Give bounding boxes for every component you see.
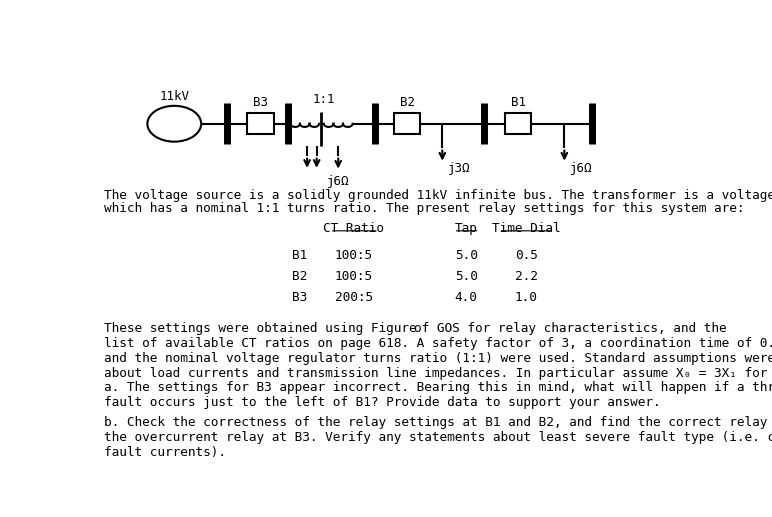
Text: 11kV: 11kV bbox=[159, 89, 189, 103]
Bar bbox=[505, 113, 531, 134]
Text: 4.0: 4.0 bbox=[455, 291, 478, 303]
Text: which has a nominal 1:1 turns ratio. The present relay settings for this system : which has a nominal 1:1 turns ratio. The… bbox=[103, 202, 744, 215]
Text: B2: B2 bbox=[400, 96, 415, 110]
Bar bbox=[394, 113, 420, 134]
Text: and the nominal voltage regulator turns ratio (1:1) were used. Standard assumpti: and the nominal voltage regulator turns … bbox=[103, 352, 772, 365]
Text: j6Ω: j6Ω bbox=[327, 175, 350, 189]
Text: The voltage source is a solidly grounded 11kV infinite bus. The transformer is a: The voltage source is a solidly grounded… bbox=[103, 189, 772, 203]
Text: B3: B3 bbox=[293, 291, 307, 303]
Text: of GOS for relay characteristics, and the: of GOS for relay characteristics, and th… bbox=[414, 322, 726, 334]
Text: 1.0: 1.0 bbox=[515, 291, 537, 303]
Text: Time Dial: Time Dial bbox=[492, 222, 560, 235]
Text: B2: B2 bbox=[293, 270, 307, 283]
Text: CT Ratio: CT Ratio bbox=[323, 222, 384, 235]
Text: j6Ω: j6Ω bbox=[571, 161, 593, 175]
Text: 2.2: 2.2 bbox=[515, 270, 537, 283]
Text: b. Check the correctness of the relay settings at B1 and B2, and find the correc: b. Check the correctness of the relay se… bbox=[103, 416, 772, 429]
Text: 100:5: 100:5 bbox=[335, 270, 373, 283]
Text: B1: B1 bbox=[293, 249, 307, 262]
Text: j3Ω: j3Ω bbox=[449, 161, 471, 175]
Text: the overcurrent relay at B3. Verify any statements about least severe fault type: the overcurrent relay at B3. Verify any … bbox=[103, 431, 772, 444]
Text: 5.0: 5.0 bbox=[455, 270, 478, 283]
Text: 1:1: 1:1 bbox=[313, 93, 335, 106]
Text: These settings were obtained using Figure: These settings were obtained using Figur… bbox=[103, 322, 416, 334]
Text: fault occurs just to the left of B1? Provide data to support your answer.: fault occurs just to the left of B1? Pro… bbox=[103, 397, 660, 409]
Text: Tap: Tap bbox=[455, 222, 478, 235]
Text: 100:5: 100:5 bbox=[335, 249, 373, 262]
Bar bbox=[247, 113, 273, 134]
Text: B1: B1 bbox=[511, 96, 526, 110]
Text: about load currents and transmission line impedances. In particular assume X₀ = : about load currents and transmission lin… bbox=[103, 367, 772, 380]
Text: 5.0: 5.0 bbox=[455, 249, 478, 262]
Text: list of available CT ratios on page 618. A safety factor of 3, a coordination ti: list of available CT ratios on page 618.… bbox=[103, 337, 772, 349]
Text: a. The settings for B3 appear incorrect. Bearing this in mind, what will happen : a. The settings for B3 appear incorrect.… bbox=[103, 382, 772, 394]
Text: fault currents).: fault currents). bbox=[103, 446, 225, 459]
Text: 200:5: 200:5 bbox=[335, 291, 373, 303]
Text: 0.5: 0.5 bbox=[515, 249, 537, 262]
Text: B3: B3 bbox=[253, 96, 268, 110]
